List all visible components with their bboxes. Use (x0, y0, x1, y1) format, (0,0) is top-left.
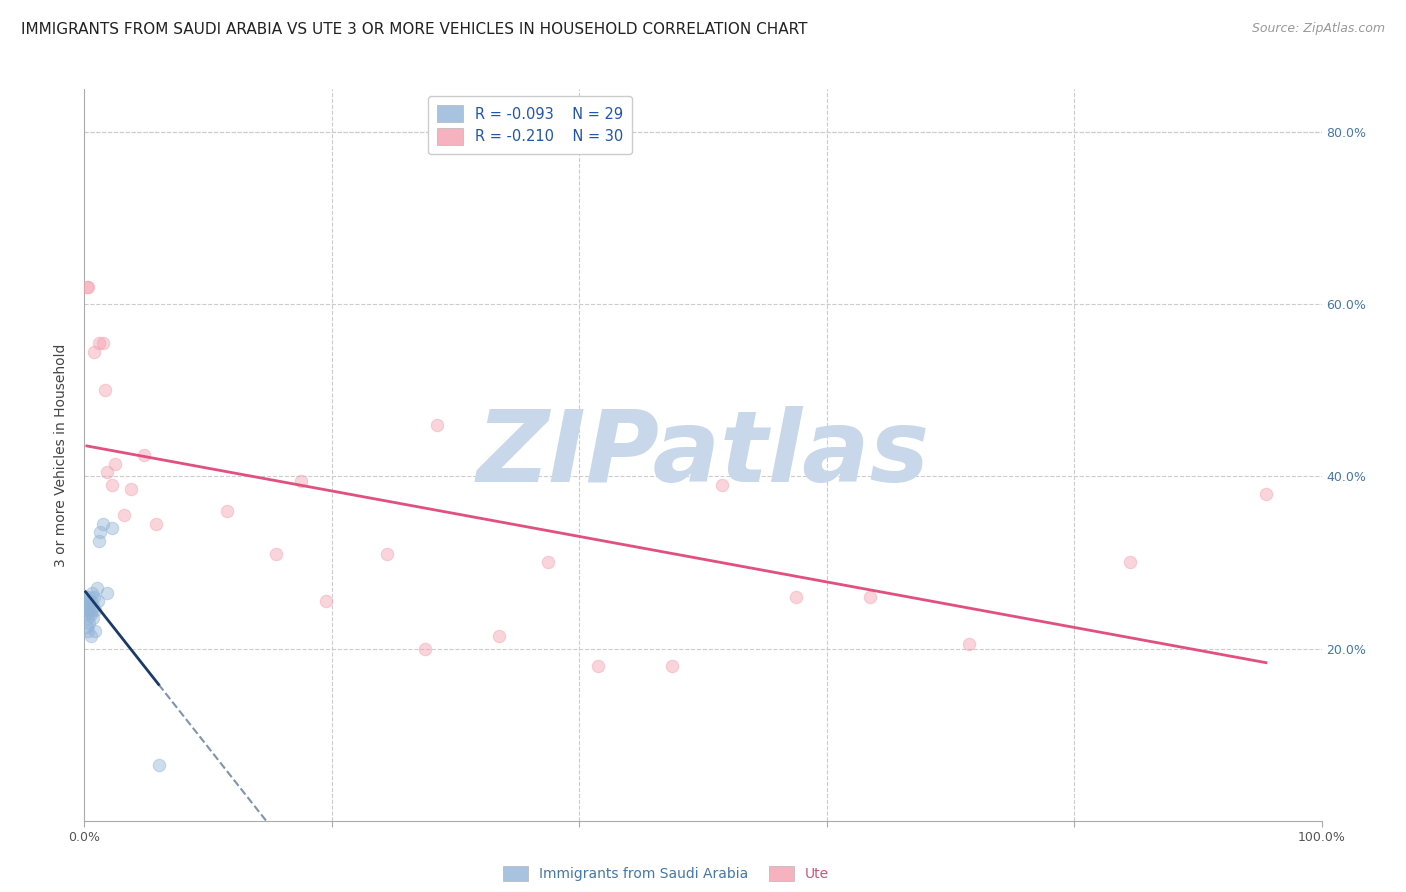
Point (586, 658, 609, 673)
Point (77, 280, 100, 294)
Point (120, 483, 142, 497)
Point (661, 658, 683, 673)
Point (488, 629, 510, 643)
Point (79, 615, 101, 630)
Point (80, 603, 103, 617)
Point (859, 590, 882, 604)
Point (79, 629, 101, 643)
Point (710, 478, 733, 492)
Point (76, 594, 98, 608)
Point (91, 336, 114, 351)
Point (79, 594, 101, 608)
Point (86, 582, 108, 596)
Point (100, 521, 122, 535)
Point (76, 280, 98, 294)
Point (145, 516, 167, 531)
Point (77, 599, 100, 613)
Point (377, 547, 399, 561)
Point (426, 417, 449, 432)
Point (76, 603, 98, 617)
Point (96, 585, 118, 599)
Y-axis label: 3 or more Vehicles in Household: 3 or more Vehicles in Household (55, 343, 69, 566)
Point (957, 637, 980, 651)
Point (79, 590, 101, 604)
Point (112, 508, 135, 523)
Point (79, 607, 101, 621)
Point (104, 457, 127, 471)
Point (82, 599, 104, 613)
Point (87, 594, 110, 608)
Point (89, 533, 111, 548)
Point (537, 556, 560, 570)
Point (1254, 486, 1277, 500)
Point (215, 504, 238, 518)
Text: ZIPatlas: ZIPatlas (477, 407, 929, 503)
Point (89, 525, 111, 540)
Point (82, 611, 104, 625)
Point (1119, 556, 1142, 570)
Legend: Immigrants from Saudi Arabia, Ute: Immigrants from Saudi Arabia, Ute (498, 861, 835, 887)
Text: IMMIGRANTS FROM SAUDI ARABIA VS UTE 3 OR MORE VEHICLES IN HOUSEHOLD CORRELATION : IMMIGRANTS FROM SAUDI ARABIA VS UTE 3 OR… (21, 22, 807, 37)
Point (785, 590, 807, 604)
Point (96, 465, 118, 479)
Point (91, 516, 114, 531)
Point (75, 607, 97, 621)
Point (83, 590, 105, 604)
Point (94, 384, 117, 398)
Point (84, 603, 107, 617)
Point (264, 547, 287, 561)
Point (76, 620, 98, 634)
Point (148, 757, 170, 772)
Point (413, 641, 436, 656)
Point (89, 336, 111, 351)
Point (84, 624, 107, 639)
Point (75, 590, 97, 604)
Point (80, 585, 103, 599)
Point (79, 603, 101, 617)
Text: Source: ZipAtlas.com: Source: ZipAtlas.com (1251, 22, 1385, 36)
Point (315, 594, 337, 608)
Point (77, 624, 100, 639)
Point (77, 611, 100, 625)
Point (83, 344, 105, 359)
Point (132, 448, 155, 462)
Point (290, 474, 312, 488)
Point (100, 478, 122, 492)
